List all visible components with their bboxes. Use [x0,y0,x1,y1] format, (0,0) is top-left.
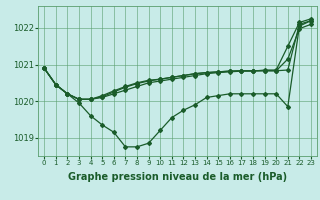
X-axis label: Graphe pression niveau de la mer (hPa): Graphe pression niveau de la mer (hPa) [68,172,287,182]
